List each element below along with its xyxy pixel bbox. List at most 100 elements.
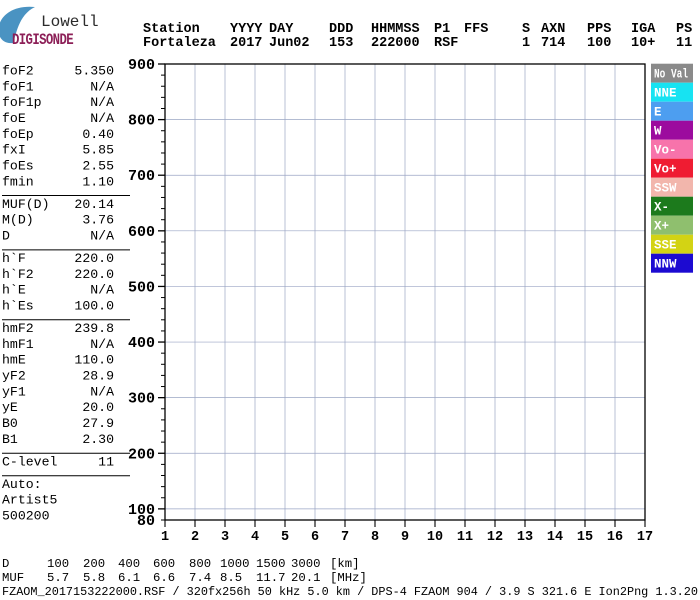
svg-text:239.8: 239.8	[74, 321, 114, 336]
svg-text:0.40: 0.40	[82, 127, 114, 142]
svg-text:6.6: 6.6	[153, 571, 175, 585]
svg-text:MUF(D): MUF(D)	[2, 197, 49, 212]
svg-text:800: 800	[189, 557, 211, 571]
svg-text:Jun02: Jun02	[269, 36, 310, 51]
svg-text:15: 15	[577, 530, 593, 545]
svg-text:400: 400	[118, 557, 140, 571]
svg-text:NNW: NNW	[654, 258, 677, 272]
svg-text:80: 80	[137, 513, 155, 530]
svg-text:hmF1: hmF1	[2, 337, 34, 352]
svg-text:yE: yE	[2, 400, 18, 415]
svg-text:X+: X+	[654, 220, 669, 234]
svg-text:AXN: AXN	[541, 22, 565, 37]
svg-text:600: 600	[128, 224, 155, 241]
svg-text:fmin: fmin	[2, 174, 34, 189]
svg-text:N/A: N/A	[90, 79, 114, 94]
svg-text:Fortaleza: Fortaleza	[143, 36, 216, 51]
svg-text:S: S	[522, 22, 530, 37]
svg-text:PS: PS	[676, 22, 692, 37]
svg-text:220.0: 220.0	[74, 267, 114, 282]
svg-text:16: 16	[607, 530, 623, 545]
svg-text:3.76: 3.76	[82, 213, 114, 228]
svg-text:No Val: No Val	[654, 68, 688, 82]
svg-text:1000: 1000	[220, 557, 250, 571]
svg-text:13: 13	[517, 530, 533, 545]
svg-text:700: 700	[128, 168, 155, 185]
svg-text:fxI: fxI	[2, 143, 26, 158]
svg-text:yF2: yF2	[2, 369, 26, 384]
svg-text:12: 12	[487, 530, 503, 545]
svg-text:PPS: PPS	[587, 22, 611, 37]
svg-text:Vo-: Vo-	[654, 144, 677, 158]
svg-text:YYYY: YYYY	[230, 22, 263, 37]
svg-text:1: 1	[522, 36, 530, 51]
svg-text:900: 900	[128, 57, 155, 74]
svg-text:4: 4	[251, 530, 259, 545]
svg-text:DDD: DDD	[329, 22, 353, 37]
svg-text:1.10: 1.10	[82, 174, 114, 189]
svg-text:D: D	[2, 229, 10, 244]
svg-text:yF1: yF1	[2, 384, 26, 399]
svg-text:11.7: 11.7	[256, 571, 286, 585]
svg-text:2: 2	[191, 530, 199, 545]
svg-text:Lowell: Lowell	[41, 13, 99, 31]
svg-text:W: W	[654, 125, 662, 139]
svg-text:h`F2: h`F2	[2, 267, 34, 282]
svg-text:200: 200	[83, 557, 105, 571]
svg-text:5.8: 5.8	[83, 571, 105, 585]
svg-text:222000: 222000	[371, 36, 420, 51]
svg-text:SSW: SSW	[654, 182, 677, 196]
svg-text:2.55: 2.55	[82, 158, 114, 173]
svg-text:11: 11	[98, 454, 114, 469]
svg-text:MUF: MUF	[2, 571, 24, 585]
svg-text:100: 100	[47, 557, 69, 571]
svg-text:IGA: IGA	[631, 22, 656, 37]
svg-text:hmE: hmE	[2, 353, 26, 368]
svg-text:hmF2: hmF2	[2, 321, 34, 336]
svg-text:220.0: 220.0	[74, 251, 114, 266]
svg-text:N/A: N/A	[90, 95, 114, 110]
svg-text:6.1: 6.1	[118, 571, 140, 585]
svg-text:Station: Station	[143, 22, 200, 37]
svg-text:3: 3	[221, 530, 229, 545]
svg-text:RSF: RSF	[434, 36, 458, 51]
svg-text:1500: 1500	[256, 557, 286, 571]
svg-text:8.5: 8.5	[220, 571, 242, 585]
svg-text:DIGISONDE: DIGISONDE	[12, 31, 73, 49]
svg-text:foF2: foF2	[2, 64, 34, 79]
svg-text:5.350: 5.350	[74, 64, 114, 79]
svg-text:3000: 3000	[291, 557, 321, 571]
svg-text:800: 800	[128, 113, 155, 130]
svg-text:500200: 500200	[2, 508, 50, 523]
svg-text:7: 7	[341, 530, 349, 545]
svg-text:[km]: [km]	[330, 557, 360, 571]
svg-text:200: 200	[128, 446, 155, 463]
svg-text:DAY: DAY	[269, 22, 294, 37]
svg-text:600: 600	[153, 557, 175, 571]
svg-text:11: 11	[676, 36, 692, 51]
svg-text:400: 400	[128, 335, 155, 352]
svg-text:NNE: NNE	[654, 87, 677, 101]
svg-text:N/A: N/A	[90, 111, 114, 126]
svg-text:N/A: N/A	[90, 337, 114, 352]
svg-text:20.0: 20.0	[82, 400, 114, 415]
svg-text:714: 714	[541, 36, 565, 51]
svg-text:100: 100	[587, 36, 611, 51]
svg-text:5: 5	[281, 530, 289, 545]
svg-text:foF1p: foF1p	[2, 95, 42, 110]
svg-text:20.1: 20.1	[291, 571, 321, 585]
svg-text:300: 300	[128, 391, 155, 408]
svg-text:E: E	[654, 106, 662, 120]
svg-text:8: 8	[371, 530, 379, 545]
svg-text:B0: B0	[2, 416, 18, 431]
svg-text:11: 11	[457, 530, 473, 545]
svg-text:10: 10	[427, 530, 443, 545]
svg-text:HHMMSS: HHMMSS	[371, 22, 420, 37]
svg-text:N/A: N/A	[90, 384, 114, 399]
svg-text:27.9: 27.9	[82, 416, 114, 431]
svg-text:M(D): M(D)	[2, 213, 34, 228]
svg-text:N/A: N/A	[90, 283, 114, 298]
svg-text:h`E: h`E	[2, 283, 26, 298]
svg-text:6: 6	[311, 530, 319, 545]
svg-text:C-level: C-level	[2, 454, 57, 469]
